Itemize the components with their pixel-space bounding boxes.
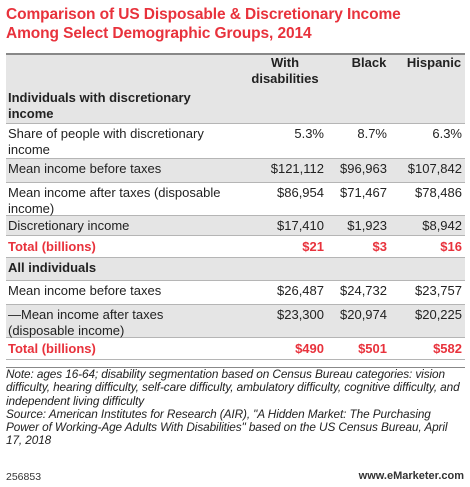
cell-value: $8,942 — [422, 218, 462, 233]
top-rule — [6, 53, 465, 55]
chart-title: Comparison of US Disposable & Discretion… — [6, 5, 466, 43]
column-header-disabilities: With disabilities — [251, 55, 319, 86]
cell-value: $23,757 — [415, 283, 462, 298]
notes: Note: ages 16-64; disability segmentatio… — [6, 367, 466, 448]
footer-brand[interactable]: www.eMarketer.com — [358, 470, 464, 482]
row-label: Mean income before taxes — [8, 283, 162, 298]
row-label: —Mean income after taxes (disposable inc… — [8, 307, 164, 338]
table-row: Mean income after taxes (disposable inco… — [6, 183, 465, 216]
total-row: Total (billions) $490 $501 $582 — [6, 338, 465, 360]
table-row: Mean income before taxes $26,487 $24,732 $2… — [6, 281, 465, 305]
note-text: Note: ages 16-64; disability segmentatio… — [6, 367, 460, 408]
footer: 256853 www.eMarketer.com — [0, 469, 470, 487]
title-line-1: Comparison of US Disposable & Discretion… — [6, 6, 401, 23]
row-label: Discretionary income — [8, 218, 130, 233]
cell-value: $24,732 — [340, 283, 387, 298]
cell-value: $17,410 — [277, 218, 324, 233]
cell-value: 5.3% — [294, 126, 324, 141]
column-header-hispanic: Hispanic — [406, 55, 462, 70]
title-line-2: Among Select Demographic Groups, 2014 — [6, 25, 312, 42]
table-body: Individuals with discretionary income Sha… — [6, 88, 465, 360]
table-row: Share of people with discretionary incom… — [6, 124, 465, 159]
section-label: Individuals with discretionary income — [8, 90, 191, 121]
table-row: Discretionary income $17,410 $1,923 $8,942 — [6, 216, 465, 236]
cell-value: $21 — [302, 239, 324, 254]
cell-value: $26,487 — [277, 283, 324, 298]
section-label: All individuals — [8, 260, 97, 275]
cell-value: $121,112 — [270, 161, 324, 176]
header-band-1 — [6, 55, 465, 88]
cell-value: $86,954 — [277, 185, 324, 200]
row-label: Mean income after taxes (disposable inco… — [8, 185, 221, 216]
row-label: Total (billions) — [8, 341, 96, 356]
bottom-rule — [6, 367, 465, 368]
cell-value: 8.7% — [357, 126, 387, 141]
cell-value: $23,300 — [277, 307, 324, 322]
source-text: Source: American Institutes for Research… — [6, 406, 448, 448]
cell-value: $501 — [358, 341, 387, 356]
table-row: —Mean income after taxes (disposable inc… — [6, 305, 465, 338]
cell-value: $96,963 — [340, 161, 387, 176]
cell-value: $16 — [440, 239, 462, 254]
cell-value: 6.3% — [432, 126, 462, 141]
data-table: With disabilities Black Hispanic Individ… — [6, 55, 465, 360]
cell-value: $20,225 — [415, 307, 462, 322]
table-row: Mean income before taxes $121,112 $96,963 $… — [6, 159, 465, 183]
total-row: Total (billions) $21 $3 $16 — [6, 236, 465, 258]
cell-value: $71,467 — [340, 185, 387, 200]
row-label: Total (billions) — [8, 239, 96, 254]
row-label: Mean income before taxes — [8, 161, 162, 176]
column-header-black: Black — [351, 55, 387, 70]
cell-value: $78,486 — [415, 185, 462, 200]
cell-value: $20,974 — [340, 307, 387, 322]
cell-value: $3 — [372, 239, 387, 254]
footer-id: 256853 — [6, 471, 42, 483]
table-header: With disabilities Black Hispanic — [6, 55, 465, 88]
cell-value: $1,923 — [347, 218, 387, 233]
row-label: Share of people with discretionary incom… — [8, 126, 204, 157]
section-header-row: All individuals — [6, 258, 465, 281]
cell-value: $490 — [295, 341, 324, 356]
section-header-row: Individuals with discretionary income — [6, 88, 465, 124]
cell-value: $582 — [433, 341, 462, 356]
cell-value: $107,842 — [407, 161, 462, 176]
